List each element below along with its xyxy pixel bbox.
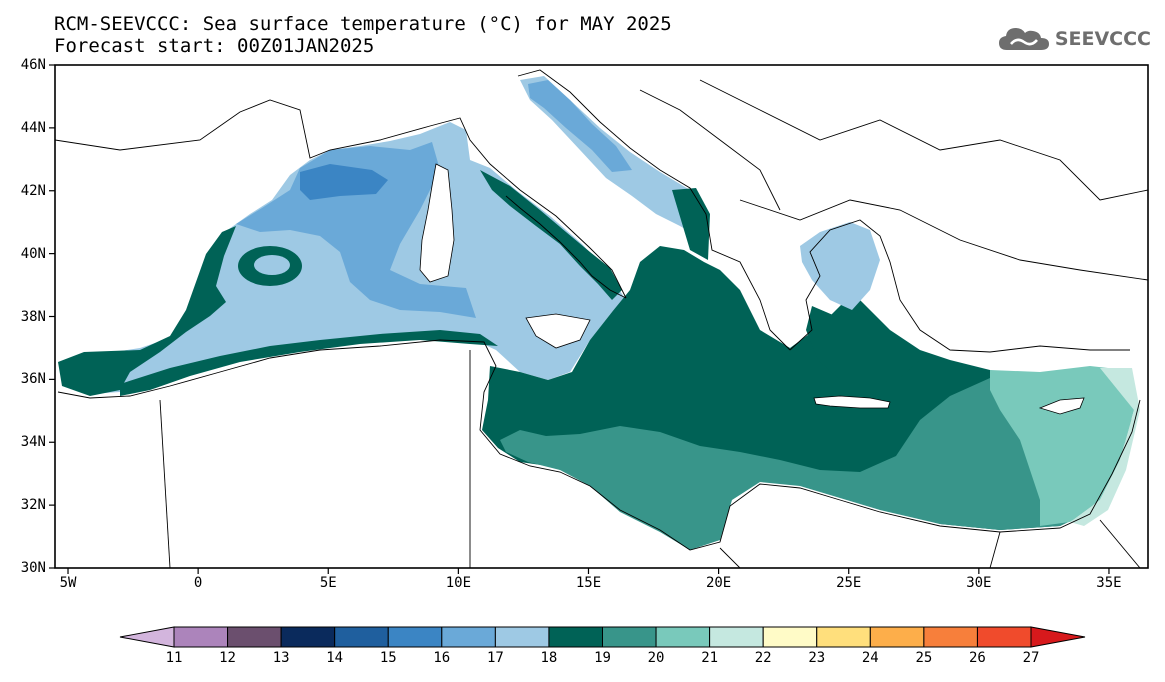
colorbar-label: 16 xyxy=(433,650,451,666)
land-outlines xyxy=(55,69,1148,568)
colorbar-box xyxy=(494,626,550,648)
region-northern-adriatic xyxy=(528,80,632,172)
y-tick-label: 44N xyxy=(20,119,46,136)
colorbar-label: 12 xyxy=(219,650,236,666)
region-levantine-sea xyxy=(990,366,1134,526)
colorbar-label: 11 xyxy=(165,650,183,666)
logo-text: SEEVCCC xyxy=(1054,28,1151,50)
region-north-aegean xyxy=(800,222,880,310)
aegean-south-green xyxy=(806,306,920,386)
axis-ticks xyxy=(49,64,1110,574)
sicily-island xyxy=(525,313,591,349)
x-tick-label: 15E xyxy=(575,575,602,591)
x-tick-label: 0 xyxy=(193,575,203,591)
colorbar-box xyxy=(387,626,443,648)
colorbar-box xyxy=(709,626,764,648)
colorbar-label: 25 xyxy=(915,650,933,666)
colorbar-box xyxy=(602,626,657,648)
cloud-icon xyxy=(998,28,1049,50)
colorbar-label: 14 xyxy=(326,650,344,666)
colorbar-label: 27 xyxy=(1022,650,1040,666)
coastal-band-south-west xyxy=(120,330,498,396)
colorbar-box xyxy=(173,626,229,648)
y-tick-label: 42N xyxy=(20,182,46,199)
y-tick-label: 38N xyxy=(20,308,46,325)
levantine-edge-band xyxy=(1070,368,1140,526)
colorbar-label: 17 xyxy=(486,650,504,666)
colorbar-box xyxy=(334,626,389,648)
adriatic-coast-band xyxy=(672,188,710,260)
colorbar-label: 20 xyxy=(647,650,665,666)
colorbar-label: 18 xyxy=(540,650,558,666)
cyprus-island xyxy=(1038,397,1085,415)
y-tick-label: 32N xyxy=(20,497,46,514)
y-tick-label: 34N xyxy=(20,434,46,451)
y-tick-label: 40N xyxy=(20,245,46,262)
region-libyan-sea xyxy=(500,378,1132,550)
colorbar-box xyxy=(923,626,978,648)
x-tick-label: 5W xyxy=(59,575,77,591)
x-tick-label: 30E xyxy=(966,575,992,591)
colorbar-box xyxy=(280,626,336,648)
x-tick-label: 35E xyxy=(1096,575,1122,591)
colorbar-box xyxy=(869,626,925,648)
corsica-sardinia xyxy=(419,163,455,283)
colorbar-box xyxy=(976,626,1032,648)
x-tick-label: 25E xyxy=(836,575,862,591)
colorbar-lower-triangle xyxy=(119,626,175,648)
sea-temperature-field xyxy=(58,76,1140,550)
crete-island xyxy=(813,395,891,409)
colorbar xyxy=(119,626,1086,648)
colorbar-box xyxy=(227,626,282,648)
y-tick-label: 36N xyxy=(20,371,46,388)
region-alboran-sea xyxy=(58,226,236,396)
seevccc-logo: SEEVCCC xyxy=(997,24,1151,54)
colorbar-label: 15 xyxy=(379,650,397,666)
map-title: RCM-SEEVCCC: Sea surface temperature (°C… xyxy=(54,13,672,35)
x-tick-label: 5E xyxy=(319,575,337,591)
x-tick-label: 10E xyxy=(445,575,472,591)
colorbar-label: 22 xyxy=(754,650,772,666)
forecast-start: Forecast start: 00Z01JAN2025 xyxy=(54,35,375,57)
colorbar-box xyxy=(762,626,818,648)
colorbar-box xyxy=(816,626,871,648)
colorbar-label: 13 xyxy=(272,650,290,666)
colorbar-box xyxy=(548,626,603,648)
y-tick-label: 46N xyxy=(20,57,46,73)
colorbar-box xyxy=(655,626,711,648)
colorbar-upper-triangle xyxy=(1030,626,1086,648)
region-gulf-of-lion xyxy=(236,142,476,318)
x-tick-label: 20E xyxy=(705,575,732,591)
colorbar-label: 19 xyxy=(594,650,611,666)
colorbar-label: 26 xyxy=(969,650,986,666)
coastal-band-tyrrhenian xyxy=(480,170,622,300)
balearic-cool-core xyxy=(254,255,290,275)
colorbar-box xyxy=(441,626,496,648)
coldest-pocket-ligurian xyxy=(300,164,388,200)
y-tick-label: 30N xyxy=(20,560,46,576)
colorbar-label: 21 xyxy=(701,650,719,666)
colorbar-label: 24 xyxy=(861,650,879,666)
colorbar-label: 23 xyxy=(808,650,826,666)
